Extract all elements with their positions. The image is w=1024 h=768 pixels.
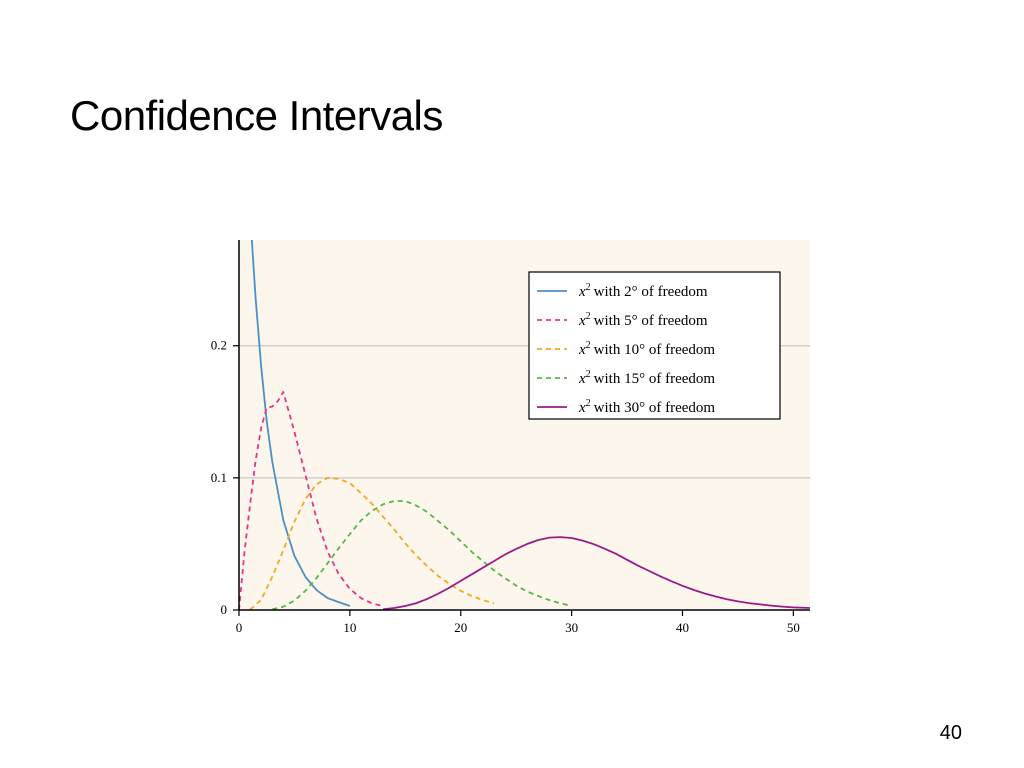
series-layer (239, 240, 810, 610)
x-tick-label-40: 40 (676, 620, 689, 635)
y-tick-label-0: 0 (221, 602, 228, 617)
y-tick-label-1: 0.1 (211, 470, 227, 485)
legend-label-dof-5: x2 with 5° of freedom (578, 311, 708, 329)
legend-box (528, 271, 781, 420)
legend-label-dof-2: x2 with 2° of freedom (578, 282, 708, 300)
x-tick-label-10: 10 (343, 620, 356, 635)
series-line-dof-30 (382, 536, 810, 610)
legend-label-dof-30: x2 with 30° of freedom (578, 398, 715, 416)
legend-label-dof-15: x2 with 15° of freedom (578, 369, 715, 387)
series-line-dof-2 (250, 240, 351, 607)
series-line-dof-10 (249, 476, 495, 610)
slide-title: Confidence Intervals (70, 92, 443, 139)
series-line-dof-15 (272, 500, 572, 610)
x-tick-label-20: 20 (454, 620, 467, 635)
legend-label-dof-10: x2 with 10° of freedom (578, 340, 715, 358)
page-number: 40 (939, 722, 962, 744)
x-tick-label-30: 30 (565, 620, 578, 635)
x-tick-label-0: 0 (236, 620, 243, 635)
y-tick-label-2: 0.2 (211, 338, 227, 353)
x-tick-label-50: 50 (787, 620, 800, 635)
legend: x2 with 2° of freedom x2 with 5° of freedom… (528, 271, 781, 420)
axes: 0 10 20 30 40 50 0 0.1 0.2 (211, 240, 810, 635)
